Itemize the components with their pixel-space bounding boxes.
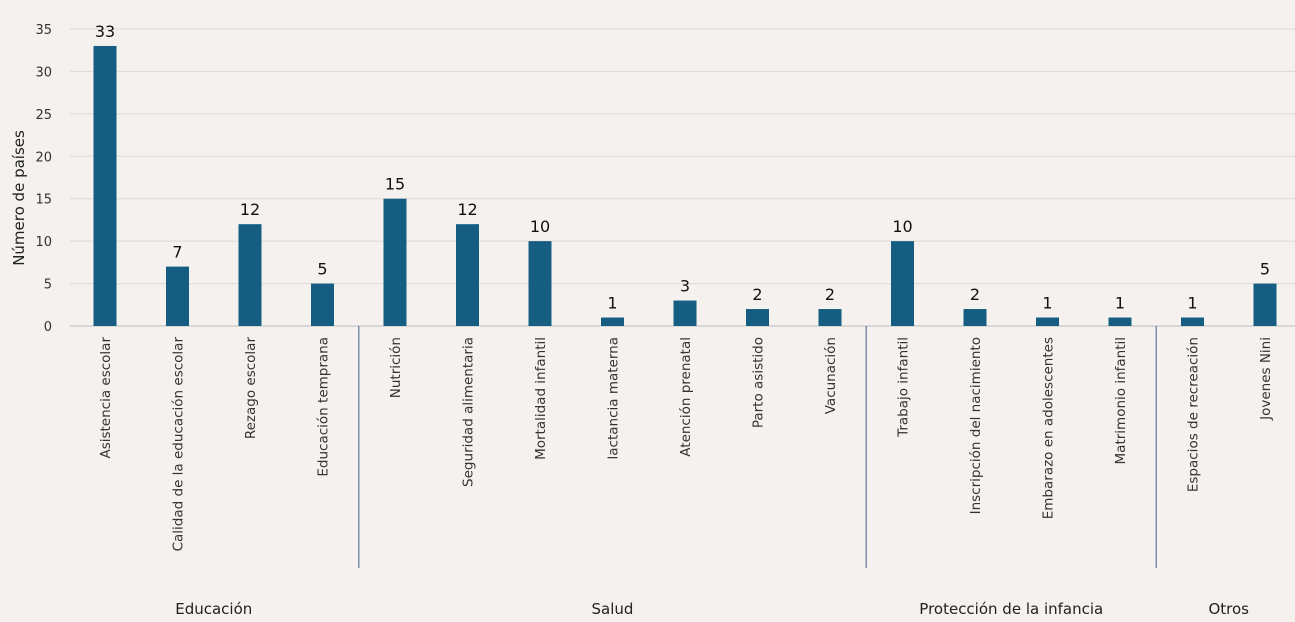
data-label: 15 (385, 175, 405, 194)
bar (238, 224, 262, 326)
category-label: Matrimonio infantil (1113, 337, 1129, 464)
bar (311, 283, 334, 326)
category-label: Jovenes Nini (1258, 337, 1274, 421)
y-tick-label: 15 (35, 193, 52, 208)
data-label: 1 (1042, 294, 1052, 313)
category-label: Espacios de recreación (1186, 337, 1202, 492)
group-label: Salud (592, 600, 634, 618)
data-label: 1 (607, 294, 617, 313)
bars (93, 45, 1277, 326)
data-label: 10 (530, 217, 550, 236)
y-tick-label: 0 (44, 320, 52, 335)
group-labels: Educación Salud Protección de la infancia O… (175, 600, 1249, 618)
y-axis-label: Número de países (10, 130, 28, 266)
category-label: Nutrición (388, 337, 404, 398)
bar (963, 309, 987, 326)
y-tick-label: 25 (35, 108, 52, 123)
data-label: 1 (1115, 294, 1125, 313)
category-label: Trabajo infantil (896, 337, 912, 438)
data-label: 7 (172, 243, 182, 262)
group-separators (358, 326, 1157, 568)
data-label: 1 (1187, 294, 1197, 313)
category-label: Inscripción del nacimiento (968, 337, 984, 514)
category-label: Embarazo en adolescentes (1041, 337, 1057, 519)
category-label: Atención prenatal (678, 337, 694, 457)
gridlines (70, 28, 1295, 327)
bar (818, 309, 842, 326)
bar (891, 241, 914, 326)
bar (166, 266, 189, 326)
bar (1253, 283, 1277, 326)
bar (1036, 317, 1059, 326)
data-label: 12 (240, 200, 260, 219)
bar (673, 300, 697, 326)
data-label: 2 (825, 285, 835, 304)
group-label: Protección de la infancia (919, 600, 1103, 618)
bar (1108, 317, 1132, 326)
data-label: 10 (892, 217, 912, 236)
category-label: lactancia materna (606, 337, 622, 459)
bar (456, 224, 479, 326)
bar (383, 198, 407, 326)
category-labels: Asistencia escolar Calidad de la educació… (98, 337, 1274, 552)
bar (1181, 317, 1204, 326)
y-tick-label: 30 (35, 65, 52, 80)
data-label: 5 (317, 260, 327, 279)
y-tick-label: 5 (44, 278, 52, 293)
bar (746, 309, 769, 326)
bar (528, 241, 552, 326)
category-label: Rezago escolar (243, 337, 259, 440)
category-label: Seguridad alimentaria (461, 337, 477, 487)
category-label: Calidad de la educación escolar (171, 337, 187, 552)
data-label: 2 (970, 285, 980, 304)
data-label: 2 (752, 285, 762, 304)
bar (601, 317, 624, 326)
y-tick-label: 35 (35, 23, 52, 38)
data-label: 33 (95, 22, 115, 41)
group-label: Educación (175, 600, 252, 618)
y-tick-label: 20 (35, 150, 52, 165)
category-label: Mortalidad infantil (533, 337, 549, 460)
data-label: 5 (1260, 260, 1270, 279)
bar (93, 45, 117, 326)
y-tick-labels: 0 5 10 15 20 25 30 35 (35, 23, 52, 335)
category-label: Asistencia escolar (98, 337, 114, 459)
category-label: Parto asistido (751, 337, 767, 428)
category-label: Educación temprana (316, 337, 332, 477)
y-tick-label: 10 (35, 235, 52, 250)
data-label: 3 (680, 277, 690, 296)
group-label: Otros (1208, 600, 1249, 618)
category-label: Vacunación (823, 337, 839, 414)
data-label: 12 (457, 200, 477, 219)
